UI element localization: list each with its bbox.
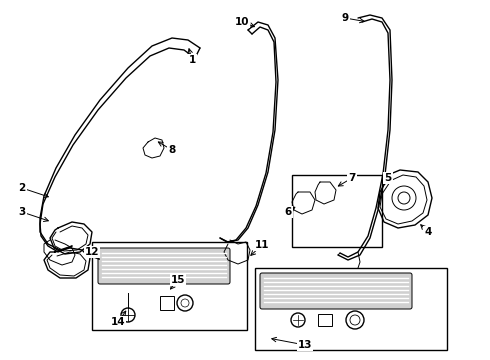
Text: 1: 1 <box>188 55 196 65</box>
Text: 10: 10 <box>235 17 249 27</box>
Text: 9: 9 <box>342 13 348 23</box>
Bar <box>292 175 382 247</box>
Text: 2: 2 <box>19 183 25 193</box>
Text: 6: 6 <box>284 207 292 217</box>
Text: 5: 5 <box>384 173 392 183</box>
Text: 4: 4 <box>424 227 432 237</box>
FancyBboxPatch shape <box>260 273 412 309</box>
Bar <box>92 242 247 330</box>
Text: 3: 3 <box>19 207 25 217</box>
Text: 15: 15 <box>171 275 185 285</box>
Bar <box>318 314 332 326</box>
Text: 12: 12 <box>85 247 99 257</box>
Text: 7: 7 <box>348 173 356 183</box>
Text: 14: 14 <box>111 317 125 327</box>
Bar <box>160 296 174 310</box>
Text: 11: 11 <box>255 240 269 250</box>
Text: 13: 13 <box>298 340 312 350</box>
Text: 8: 8 <box>169 145 175 155</box>
FancyBboxPatch shape <box>98 248 230 284</box>
Bar <box>255 268 447 350</box>
